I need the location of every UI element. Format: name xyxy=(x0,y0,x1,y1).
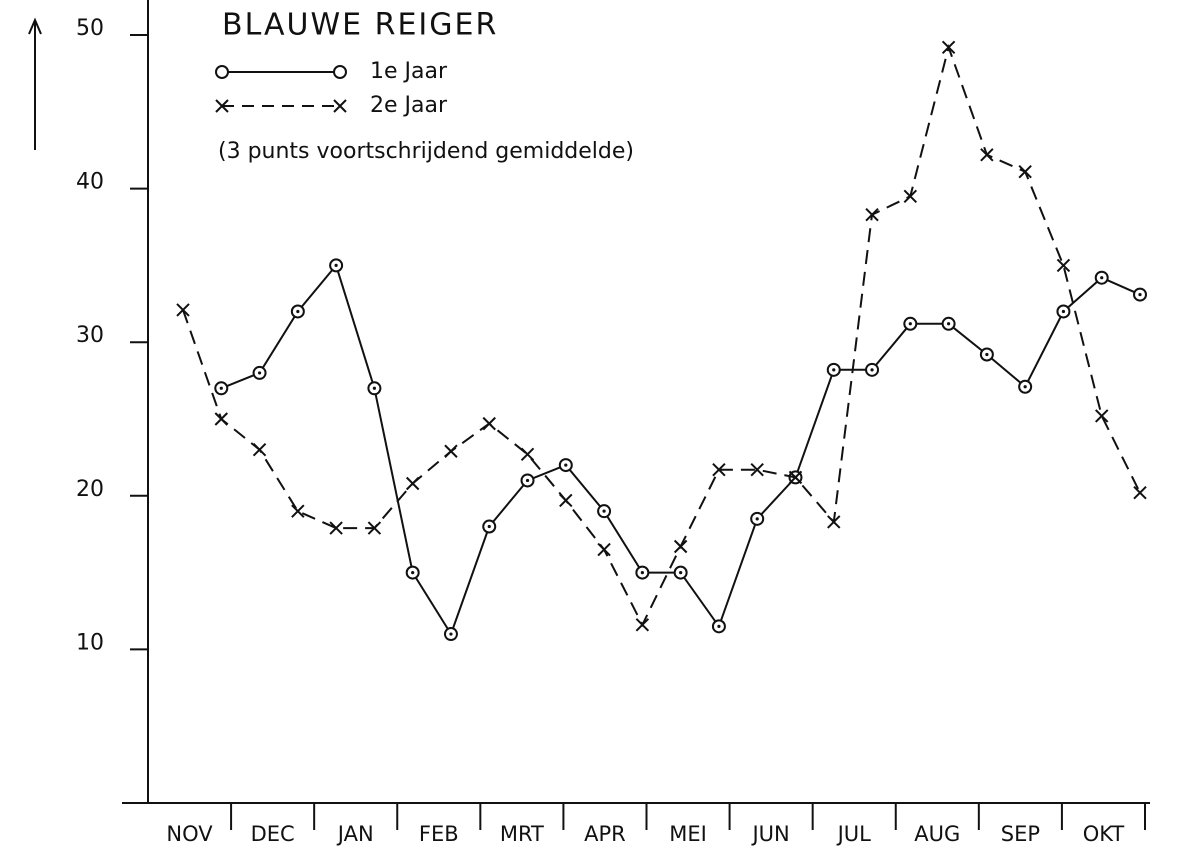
point xyxy=(405,476,420,491)
series-line xyxy=(182,43,1141,628)
point-dot xyxy=(755,517,759,521)
x-tick-label: FEB xyxy=(419,822,459,846)
legend-marker xyxy=(215,65,229,79)
y-tick-label: 30 xyxy=(76,323,104,348)
point xyxy=(980,148,994,162)
point xyxy=(673,539,688,554)
point xyxy=(482,416,496,431)
x-tick-label: NOV xyxy=(166,822,213,846)
x-tick-label: AUG xyxy=(914,822,960,846)
point xyxy=(367,521,382,535)
point-dot xyxy=(1061,309,1066,314)
point-dot xyxy=(1138,292,1142,297)
point-dot xyxy=(717,624,721,628)
x-tick-label: DEC xyxy=(251,822,295,846)
point xyxy=(788,470,803,485)
y-tick-label: 20 xyxy=(76,477,104,502)
point-dot xyxy=(1100,276,1104,280)
axis-arrow-head xyxy=(28,17,42,35)
x-tick-label: JAN xyxy=(336,822,374,846)
y-tick-label: 10 xyxy=(76,630,104,655)
x-tick-label: JUL xyxy=(836,822,872,846)
point-dot xyxy=(679,571,683,575)
legend-marker xyxy=(215,99,229,113)
chart-subtitle: (3 punts voortschrijdend gemiddelde) xyxy=(218,139,634,164)
point xyxy=(520,447,535,462)
point xyxy=(941,40,956,54)
point-dot xyxy=(985,352,989,357)
point-dot xyxy=(564,463,568,467)
point xyxy=(176,303,190,317)
point-dot xyxy=(870,368,874,372)
y-tick-label: 50 xyxy=(76,16,104,41)
point-dot xyxy=(411,571,415,575)
point xyxy=(329,521,343,535)
point-dot xyxy=(832,368,836,372)
point xyxy=(712,462,726,477)
legend-label: 2e Jaar xyxy=(370,93,448,118)
point xyxy=(865,208,879,222)
point xyxy=(1095,409,1109,423)
point-dot xyxy=(602,509,606,513)
point-dot xyxy=(219,386,223,390)
x-tick-label: MRT xyxy=(500,822,544,846)
point xyxy=(444,444,458,458)
x-tick-label: APR xyxy=(584,822,626,846)
y-tick-label: 40 xyxy=(76,170,104,195)
point xyxy=(1018,164,1032,179)
legend-marker xyxy=(333,65,347,79)
legend-marker xyxy=(333,99,347,113)
legend-label: 1e Jaar xyxy=(370,59,448,84)
point xyxy=(750,462,764,477)
point-dot xyxy=(449,632,453,636)
point xyxy=(1056,258,1071,273)
point xyxy=(635,618,650,632)
point xyxy=(827,515,841,529)
point-dot xyxy=(908,322,912,326)
chart-title: BLAUWE REIGER xyxy=(222,8,498,43)
x-tick-label: MEI xyxy=(669,822,707,846)
point-dot xyxy=(296,309,300,314)
point xyxy=(291,504,305,518)
x-tick-label: JUN xyxy=(750,822,789,846)
point xyxy=(252,443,267,457)
point-dot xyxy=(525,478,530,483)
point xyxy=(1133,486,1147,500)
x-tick-label: OKT xyxy=(1083,822,1125,846)
point-dot xyxy=(1023,385,1027,389)
point-dot xyxy=(372,386,376,390)
point-dot xyxy=(334,263,338,267)
point-dot xyxy=(640,571,644,575)
point-dot xyxy=(947,322,951,326)
point-dot xyxy=(257,371,262,375)
point xyxy=(559,493,573,508)
point xyxy=(903,189,918,203)
point xyxy=(214,412,228,426)
x-tick-label: SEP xyxy=(1001,822,1040,846)
point xyxy=(597,542,611,557)
point-dot xyxy=(487,524,491,529)
